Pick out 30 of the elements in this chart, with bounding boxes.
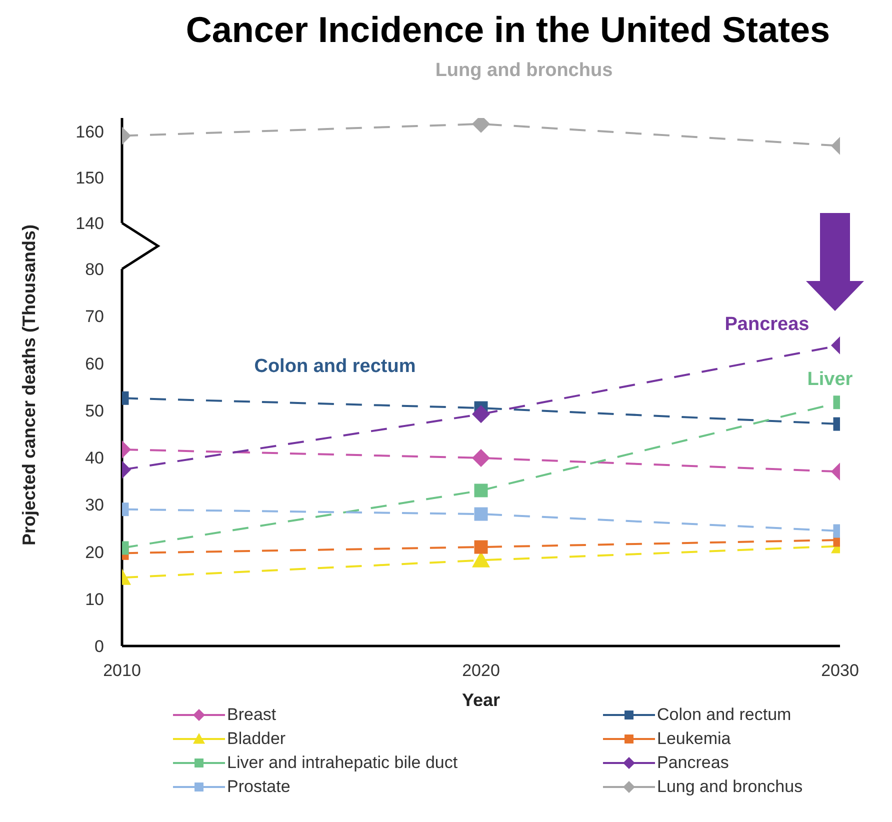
annotation: Liver	[807, 369, 854, 390]
legend-label: Lung and bronchus	[657, 777, 803, 797]
y-tick-label: 150	[76, 168, 104, 188]
y-tick-label: 50	[85, 401, 104, 420]
x-axis-title: Year	[462, 690, 500, 710]
x-tick-label: 2020	[462, 661, 500, 680]
y-tick-label: 20	[85, 542, 104, 562]
y-tick-label: 140	[76, 214, 104, 234]
annotation: Colon and rectum	[254, 356, 416, 378]
y-tick-label: 80	[85, 260, 104, 280]
text: Lung and bronchus	[435, 60, 613, 82]
x-tick-label: 2030	[821, 661, 859, 680]
y-tick-label: 10	[85, 590, 104, 609]
legend-label: Breast	[227, 705, 276, 725]
chart-title: Cancer Incidence in the United States	[184, 8, 832, 52]
y-tick-label: 70	[85, 307, 104, 326]
y-tick-label: 30	[85, 496, 104, 515]
legend-label: Leukemia	[657, 729, 731, 749]
legend-label: Colon and rectum	[657, 705, 792, 725]
legend-label: Bladder	[227, 729, 286, 749]
y-tick-label: 0	[94, 637, 104, 656]
legend-label: Prostate	[227, 777, 290, 797]
y-tick-label: 40	[85, 448, 104, 468]
x-tick-label: 2010	[103, 661, 141, 680]
y-tick-label: 160	[76, 122, 104, 142]
legend-label: Liver and intrahepatic bile duct	[227, 753, 458, 773]
legend-label: Pancreas	[657, 753, 729, 773]
y-tick-label: 60	[85, 354, 104, 374]
annotation: Pancreas	[724, 314, 810, 336]
y-axis-title: Projected cancer deaths (Thousands)	[18, 224, 39, 546]
